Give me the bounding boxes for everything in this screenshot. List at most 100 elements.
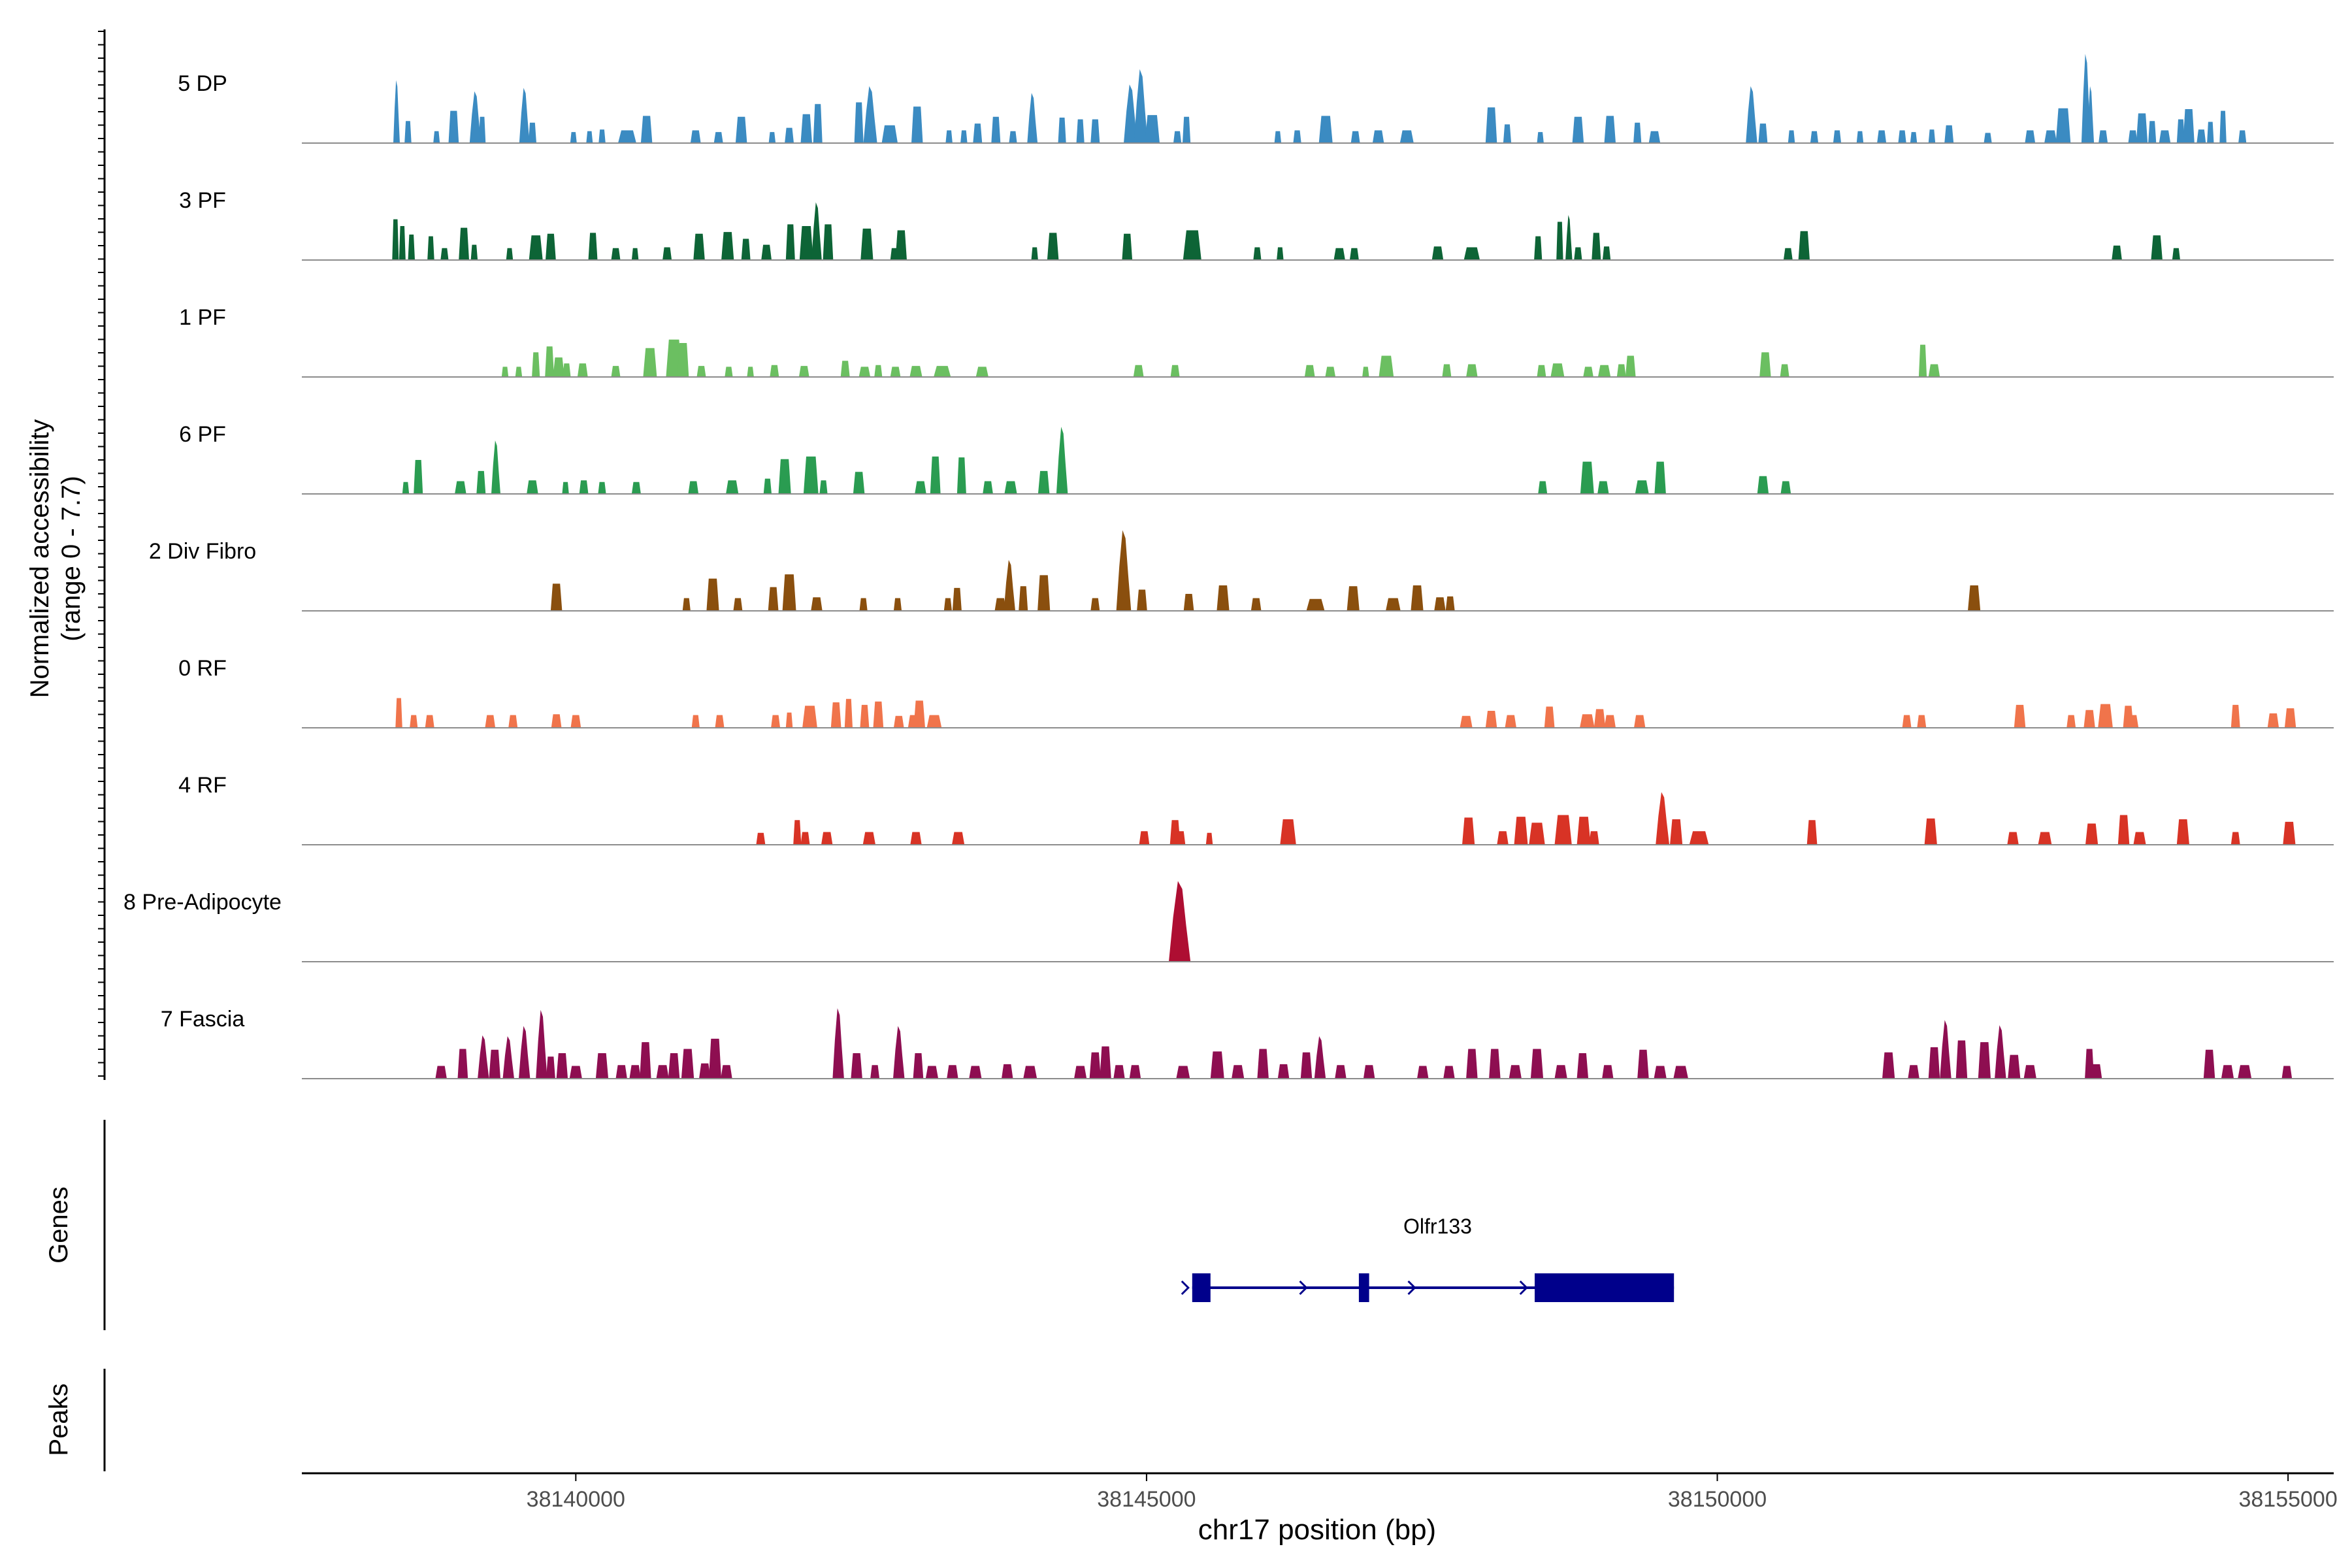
track-2-div-fibro: 2 Div Fibro	[149, 530, 2334, 612]
coverage-peak	[761, 244, 772, 260]
coverage-peak	[895, 230, 907, 260]
coverage-peak	[1250, 598, 1262, 611]
track-label: 1 PF	[179, 305, 226, 330]
x-axis-ticks: 38140000 38145000 38150000 38155000	[527, 1473, 2338, 1512]
coverage-peak	[1306, 598, 1325, 611]
coverage-peak	[975, 367, 988, 377]
coverage-peak	[1928, 364, 1940, 377]
coverage-peak	[1462, 817, 1475, 845]
coverage-y-axis-ticks	[98, 31, 105, 1077]
coverage-peak	[2085, 823, 2099, 845]
coverage-peak	[485, 715, 496, 728]
coverage-peak	[1637, 1049, 1649, 1079]
coverage-peak	[911, 106, 923, 143]
coverage-peak	[402, 482, 410, 494]
coverage-peak	[840, 361, 850, 377]
coverage-peak	[478, 1035, 489, 1079]
coverage-peak	[656, 1065, 669, 1079]
coverage-peak	[1335, 1065, 1347, 1079]
coverage-peak	[681, 1049, 694, 1079]
track-8-pre-adipocyte: 8 Pre-Adipocyte	[123, 881, 2334, 962]
gene-strand-arrow	[1519, 1280, 1528, 1296]
coverage-peak	[870, 1065, 880, 1079]
coverage-peak	[489, 1049, 500, 1079]
coverage-peak	[1654, 461, 1666, 494]
coverage-peak	[470, 244, 478, 260]
coverage-peak	[832, 1008, 844, 1079]
coverage-peak	[690, 130, 701, 143]
coverage-peak	[706, 578, 719, 611]
coverage-peak	[691, 715, 700, 728]
coverage-peak	[1124, 84, 1137, 143]
coverage-peak	[1350, 131, 1360, 143]
x-axis-label: chr17 position (bp)	[1198, 1514, 1436, 1546]
coverage-peak	[563, 363, 571, 377]
coverage-peak	[2159, 130, 2171, 143]
coverage-peak	[798, 366, 809, 377]
coverage-peak	[983, 481, 993, 494]
coverage-peak	[455, 481, 466, 494]
track-label: 6 PF	[179, 422, 226, 447]
coverage-peak	[2203, 1049, 2215, 1079]
coverage-peak	[1333, 248, 1345, 260]
coverage-peak	[546, 233, 556, 260]
coverage-peak	[2172, 248, 2180, 260]
coverage-peak	[399, 226, 406, 260]
coverage-peak	[830, 702, 841, 728]
coverage-peak	[2044, 130, 2057, 143]
coverage-peak	[1604, 116, 1616, 143]
coverage-peak	[478, 116, 486, 143]
coverage-peak	[1176, 1066, 1190, 1079]
coverage-peak	[1031, 247, 1038, 260]
track-label: 0 RF	[178, 656, 227, 681]
coverage-peak	[1466, 1049, 1478, 1079]
coverage-peak	[693, 233, 705, 260]
coverage-peak	[1090, 119, 1100, 143]
track-4-rf: 4 RF	[178, 773, 2334, 845]
coverage-peak	[2087, 86, 2095, 143]
coverage-peak	[1898, 130, 1906, 143]
coverage-peak	[2127, 715, 2139, 728]
coverage-peak	[713, 132, 723, 143]
coverage-peak	[491, 440, 500, 494]
coverage-peak	[721, 1065, 732, 1079]
gene-exon	[1535, 1273, 1674, 1302]
coverage-peak	[726, 480, 739, 494]
coverage-peak	[395, 698, 402, 728]
track-label: 5 DP	[178, 71, 227, 96]
coverage-peak	[577, 363, 588, 377]
coverage-peak	[1372, 130, 1384, 143]
coverage-peak	[952, 587, 962, 611]
coverage-peak	[890, 367, 901, 377]
coverage-peak	[427, 236, 434, 260]
coverage-peak	[392, 219, 399, 260]
coverage-peak	[425, 715, 434, 728]
coverage-peak	[1485, 711, 1497, 728]
coverage-peak	[859, 598, 868, 611]
x-tick-label: 38155000	[2238, 1487, 2337, 1512]
coverage-peak	[1497, 831, 1509, 845]
track-3-pf: 3 PF	[179, 188, 2334, 261]
track-label: 2 Div Fibro	[149, 539, 256, 564]
coverage-peak	[1183, 230, 1201, 260]
coverage-peak	[1673, 1066, 1688, 1079]
coverage-peak	[1176, 831, 1186, 845]
coverage-peak	[598, 482, 606, 494]
coverage-peak	[1597, 365, 1611, 377]
coverage-peak	[1537, 365, 1546, 377]
coverage-peak	[1205, 832, 1213, 845]
coverage-peak	[1362, 367, 1369, 377]
coverage-peak	[934, 366, 951, 377]
coverage-peak	[2176, 819, 2189, 845]
gene-exon	[1192, 1273, 1211, 1302]
coverage-peak	[2176, 119, 2185, 143]
coverage-peak	[1783, 248, 1793, 260]
coverage-peak	[1318, 116, 1333, 143]
coverage-peak	[782, 574, 796, 611]
coverage-peak	[1002, 1064, 1013, 1079]
coverage-peak	[631, 482, 641, 494]
coverage-peak	[1274, 131, 1282, 143]
coverage-peak	[1877, 130, 1887, 143]
x-tick-label: 38150000	[1668, 1487, 1767, 1512]
